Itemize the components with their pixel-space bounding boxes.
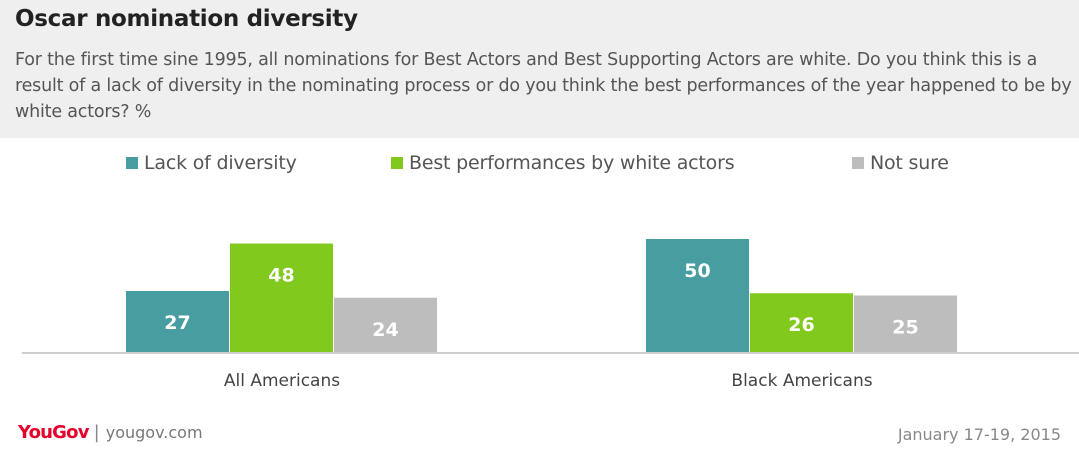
legend-swatch	[852, 157, 864, 169]
legend-swatch	[391, 157, 403, 169]
footer-branding: YouGov | yougov.com	[18, 422, 203, 443]
bar-value-label: 48	[268, 265, 294, 287]
bar-chart: 27 48 24 All Americans 50 26 25 Black Americans	[22, 239, 1079, 391]
bar-value-label: 25	[892, 317, 918, 339]
category-label: All Americans	[224, 371, 340, 391]
bar-value-label: 50	[684, 260, 710, 282]
bar-all-americans-series-2	[334, 297, 437, 352]
category-label: Black Americans	[731, 371, 872, 391]
legend-item-not-sure: Not sure	[852, 152, 949, 174]
chart-subtitle: For the first time sine 1995, all nomina…	[15, 50, 1072, 122]
legend-label: Not sure	[870, 152, 949, 174]
bar-value-label: 27	[164, 312, 190, 334]
legend-swatch	[126, 157, 138, 169]
bar-all-americans-series-1	[230, 243, 333, 352]
survey-date: January 17-19, 2015	[897, 425, 1061, 444]
legend: Lack of diversity Best performances by w…	[0, 152, 1079, 182]
header-panel: Oscar nomination diversity For the first…	[0, 0, 1079, 138]
bar-black-americans-series-0	[646, 239, 749, 352]
legend-label: Best performances by white actors	[409, 152, 735, 174]
chart-title: Oscar nomination diversity	[15, 6, 358, 32]
bar-value-label: 26	[788, 314, 814, 336]
bar-black-americans-series-1	[750, 293, 853, 352]
bar-black-americans-series-2	[854, 295, 957, 352]
bar-all-americans-series-0	[126, 290, 229, 352]
legend-label: Lack of diversity	[144, 152, 297, 174]
footer-url[interactable]: yougov.com	[105, 423, 203, 442]
bar-value-label: 24	[372, 319, 398, 341]
legend-item-lack-of-diversity: Lack of diversity	[126, 152, 297, 174]
yougov-logo: YouGov	[18, 422, 89, 443]
legend-item-best-performances: Best performances by white actors	[391, 152, 735, 174]
footer-separator: |	[93, 422, 100, 443]
